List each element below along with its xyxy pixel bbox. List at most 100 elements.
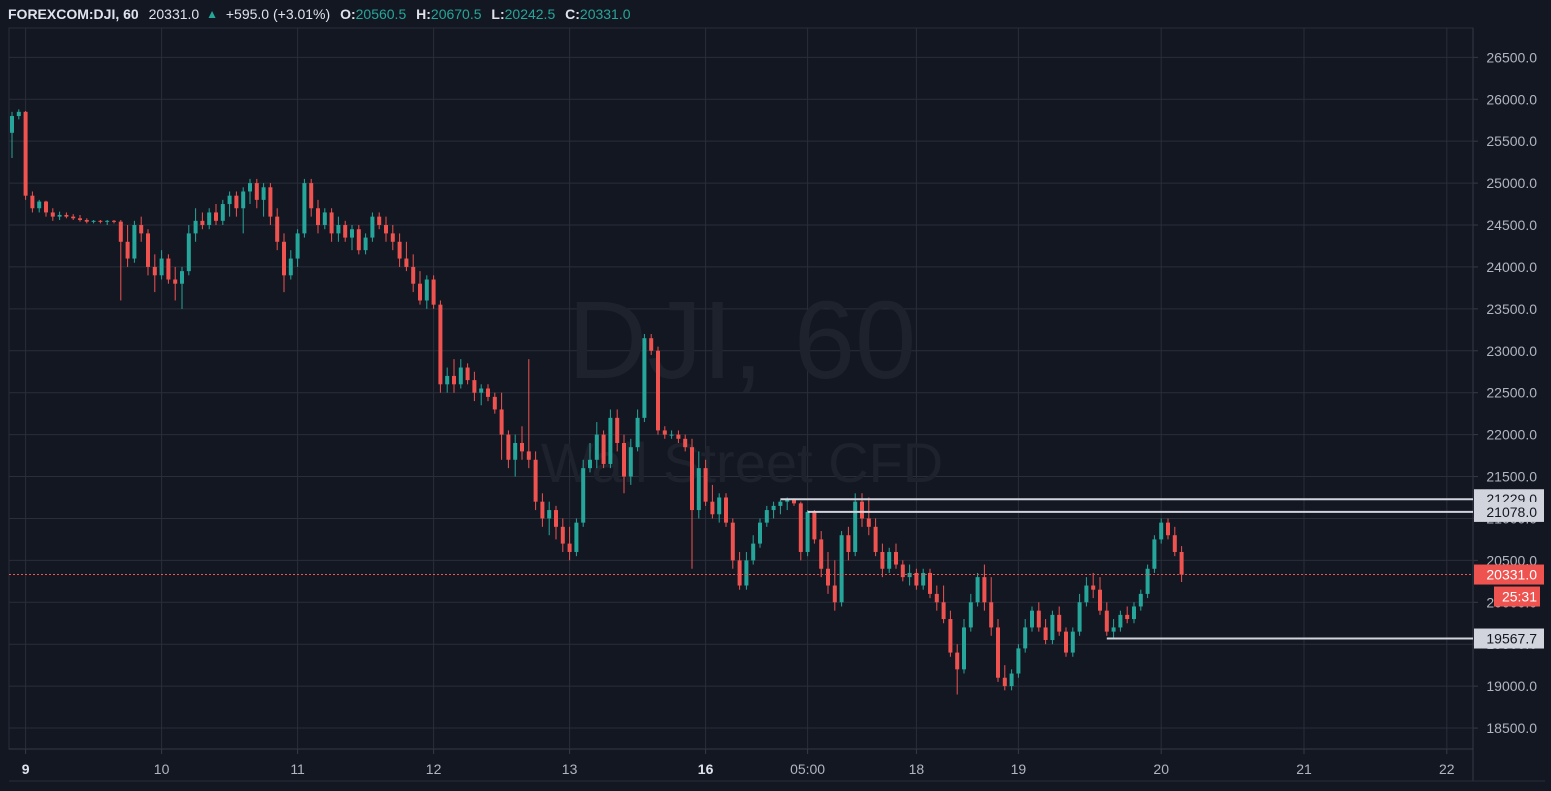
candle-body [594,434,599,460]
candle [64,212,69,219]
candle [30,191,35,213]
candle-body [601,434,606,464]
candle [1159,518,1164,544]
candle [676,430,681,443]
candle [894,543,898,569]
candle [254,178,259,209]
candles [10,109,1184,695]
candle [1098,577,1102,615]
candle-body [560,526,565,544]
candle-body [227,195,232,205]
candle-body [622,442,626,477]
candle [758,518,762,548]
candle [1111,619,1116,639]
candle-body [1172,535,1177,552]
y-tick-label: 22500.0 [1486,385,1537,401]
last-price-label: 20331.0 [1486,567,1537,583]
candle-body [1179,551,1184,575]
candle-body [649,338,654,351]
candle [533,451,538,511]
candle [1152,535,1157,573]
candle [948,610,953,657]
candle [84,218,89,224]
candle-body [91,220,96,222]
candle-body [1152,539,1157,569]
candle-body [173,279,178,284]
y-tick-label: 23000.0 [1486,343,1537,359]
candle [173,266,178,301]
candle [445,367,450,393]
watermark-subtitle: Wall Street CFD [541,431,943,494]
candle [724,493,728,527]
low-value: 20242.5 [504,6,556,22]
candle [1043,619,1048,645]
time-axis[interactable]: 9 10 11 12 13 16 05:00 18 19 20 21 22 [22,749,1455,777]
candle-body [254,183,259,200]
candle [594,422,599,469]
candle [1084,577,1089,607]
candle-body [683,438,688,448]
candle [968,593,973,632]
candle-body [384,225,388,234]
candle [1091,572,1096,599]
x-tick-label: 18 [909,761,925,777]
candle-body [1125,614,1130,620]
candle [329,208,334,242]
level-price-label-bg [1474,501,1544,522]
candle-body [37,201,42,209]
candle-body [996,627,1000,678]
candle [1002,665,1007,691]
candle [91,219,96,224]
candle-body [139,225,144,234]
candle-body [839,535,844,603]
candle [805,510,810,557]
candle-body [642,338,647,418]
candle [322,208,327,230]
candle-body [941,602,946,620]
candle-body [1138,593,1143,607]
candle [220,199,225,226]
candle [1145,564,1150,599]
candle [159,250,164,280]
candle-body [112,220,116,222]
candle [1118,610,1123,632]
candle [350,225,354,251]
level-price-label: 19567.7 [1486,631,1537,647]
candle [962,619,966,674]
candle-body [78,218,82,220]
candle-body [737,560,742,586]
candle-body [1030,610,1034,628]
candle [622,434,626,494]
candle [907,564,912,586]
candle [295,229,300,267]
candle-body [23,111,28,196]
horizontal-levels[interactable] [780,498,1473,640]
candle-body [533,459,538,502]
candle-body [826,568,830,586]
candle-body [1064,631,1068,653]
candle [601,430,606,469]
x-tick-label: 22 [1439,761,1455,777]
candle [438,300,443,393]
candle-body [968,602,973,628]
candle-body [928,572,932,594]
candle-body [615,417,620,443]
candle [424,275,429,309]
candle-body [1036,610,1041,628]
candle-body [431,279,436,305]
candle-body [356,229,361,251]
candle-body [180,271,184,284]
candle-body [1091,585,1096,590]
candle [241,187,246,234]
candle-body [207,212,212,226]
candle [1132,602,1136,624]
candle [1009,669,1014,691]
candle [499,392,504,460]
candle [832,560,837,611]
candle-body [166,258,171,280]
symbol-title[interactable]: FOREXCOM:DJI, 60 [8,6,139,22]
candle-body [547,510,552,519]
candle [146,229,150,276]
candle-body [57,214,62,217]
